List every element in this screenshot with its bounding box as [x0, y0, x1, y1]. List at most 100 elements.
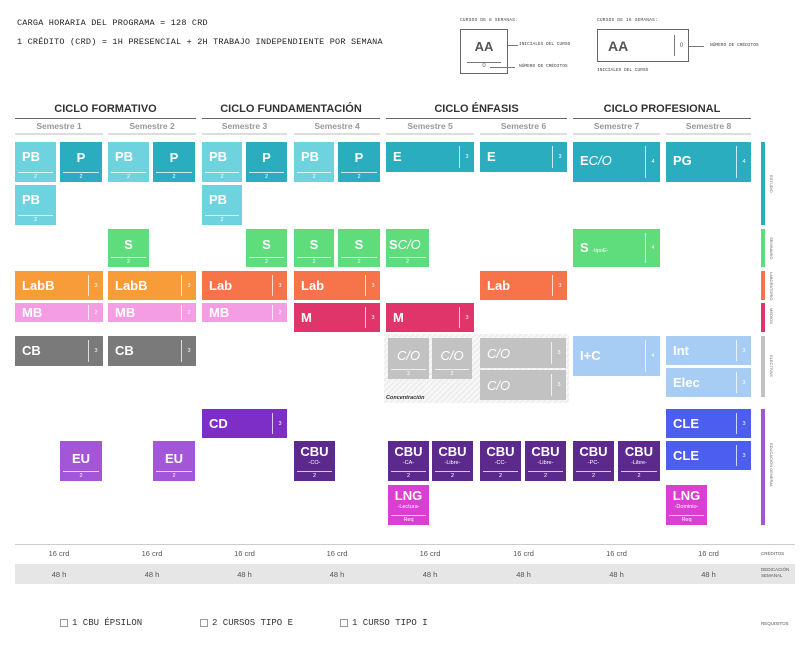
course-code: LNG [672, 488, 701, 503]
course-code: CBU [531, 444, 560, 459]
course-eco-s7[interactable]: EC/O 4 [573, 142, 660, 182]
course-co-s5-b[interactable]: C/O 2 [432, 338, 472, 379]
cycle-profesional: CICLO PROFESIONAL [573, 103, 751, 119]
course-code: MB [209, 305, 230, 320]
course-lab-s4[interactable]: Lab 3 [294, 271, 380, 300]
requisites-row-label: REQUISITOS [761, 621, 789, 626]
course-subtype: -PC- [587, 460, 600, 466]
hours-s4: 48 h [329, 570, 345, 579]
course-pb-s2[interactable]: PB 2 [108, 142, 149, 182]
course-pb-s4[interactable]: PB 2 [294, 142, 334, 182]
course-lab-s6[interactable]: Lab 3 [480, 271, 567, 300]
course-cbu-s7-b[interactable]: CBU -Libre- 2 [618, 441, 660, 481]
course-subtype: -Libre- [444, 460, 461, 466]
course-elec-s8[interactable]: Elec 3 [666, 368, 751, 397]
course-code: CB [22, 343, 41, 358]
course-cle-s8-a[interactable]: CLE 3 [666, 409, 751, 438]
course-credits: 2 [249, 172, 284, 181]
course-mb-s2[interactable]: MB 2 [108, 303, 196, 322]
course-code: Elec [673, 375, 700, 390]
course-pb-s1-b[interactable]: PB 2 [15, 185, 56, 225]
course-cb-s1[interactable]: CB 3 [15, 336, 103, 366]
course-cb-s2[interactable]: CB 3 [108, 336, 196, 366]
course-cbu-s5-b[interactable]: CBU -Libre- 2 [432, 441, 473, 481]
course-mb-s3[interactable]: MB 2 [202, 303, 287, 322]
course-eu-s1[interactable]: EU 2 [60, 441, 102, 481]
course-code: P [76, 150, 86, 165]
course-credits: 2 [272, 305, 287, 320]
course-code: S [262, 237, 271, 252]
course-credits: 3 [459, 307, 474, 328]
course-lng-s5[interactable]: LNG -Lectura- Req [388, 485, 429, 525]
legend16-credits-connector [689, 46, 704, 47]
legend8-credits: 0 [467, 62, 501, 69]
credits-s3: 16 crd [234, 549, 255, 558]
course-pb-s3-b[interactable]: PB 2 [202, 185, 242, 225]
course-cle-s8-b[interactable]: CLE 3 [666, 441, 751, 470]
course-eu-s2[interactable]: EU 2 [153, 441, 195, 481]
course-int-s8[interactable]: Int 3 [666, 336, 751, 365]
category-label-laboratorio: LABORATORIO [769, 272, 774, 301]
course-credits: 3 [272, 275, 287, 296]
course-lng-s8[interactable]: LNG -Dominio- Req [666, 485, 707, 525]
course-ic-s7[interactable]: I+C 4 [573, 336, 660, 376]
requisite-tipo-i[interactable]: 1 CURSO TIPO I [340, 618, 428, 628]
course-lab-s3[interactable]: Lab 3 [202, 271, 287, 300]
checkbox-icon[interactable] [60, 619, 68, 627]
category-label-electivas: ELECTIVAS [769, 355, 774, 377]
course-credits: 3 [552, 275, 567, 296]
course-subtype: -Libre- [537, 460, 554, 466]
course-co-s6-a[interactable]: C/O 3 [480, 338, 566, 368]
legend16-credits: 0 [674, 35, 688, 56]
course-sco-s5[interactable]: SC/O 2 [386, 229, 429, 267]
course-credits: 2 [63, 172, 99, 181]
course-cd-s3[interactable]: CD 3 [202, 409, 287, 438]
course-credits: 3 [181, 275, 196, 296]
course-cbu-s6-b[interactable]: CBU -Libre- 2 [525, 441, 566, 481]
course-credits: 2 [621, 471, 657, 480]
course-credits: 2 [483, 471, 518, 480]
requisite-tipo-e[interactable]: 2 CURSOS TIPO E [200, 618, 293, 628]
course-subtype: -Lectura- [397, 504, 420, 510]
credits-s1: 16 crd [48, 549, 70, 558]
course-credits: 3 [365, 307, 380, 328]
course-pg-s8[interactable]: PG 4 [666, 142, 751, 182]
course-cbu-s5-a[interactable]: CBU -CA- 2 [388, 441, 429, 481]
category-bar-estudio [761, 142, 765, 225]
course-labb-s1[interactable]: LabB 3 [15, 271, 103, 300]
checkbox-icon[interactable] [340, 619, 348, 627]
course-code: M [301, 310, 312, 325]
course-cbu-s4[interactable]: CBU -CO- 2 [294, 441, 335, 481]
checkbox-icon[interactable] [200, 619, 208, 627]
course-code: PB [115, 149, 134, 164]
requisite-cbu-epsilon[interactable]: 1 CBU ÉPSILON [60, 618, 142, 628]
course-credits: 3 [551, 374, 566, 396]
course-s-s7[interactable]: S -tipoE- 4 [573, 229, 660, 267]
course-mb-s1[interactable]: MB 2 [15, 303, 103, 322]
course-pb-s3[interactable]: PB 2 [202, 142, 242, 182]
course-co-s6-b[interactable]: C/O 3 [480, 370, 566, 400]
course-co-s5-a[interactable]: C/O 2 [388, 338, 429, 379]
course-labb-s2[interactable]: LabB 3 [108, 271, 196, 300]
course-cbu-s6-a[interactable]: CBU -CC- 2 [480, 441, 521, 481]
category-bar-medios [761, 303, 765, 332]
course-code: CBU [300, 444, 329, 459]
course-cbu-s7-a[interactable]: CBU -PC- 2 [573, 441, 614, 481]
course-pb-s1[interactable]: PB 2 [15, 142, 56, 182]
legend8-initials-label: INICIALES DEL CURSO [519, 42, 571, 47]
course-code: CLE [673, 448, 699, 463]
course-code: S [389, 237, 398, 252]
course-credits: 2 [297, 172, 331, 181]
